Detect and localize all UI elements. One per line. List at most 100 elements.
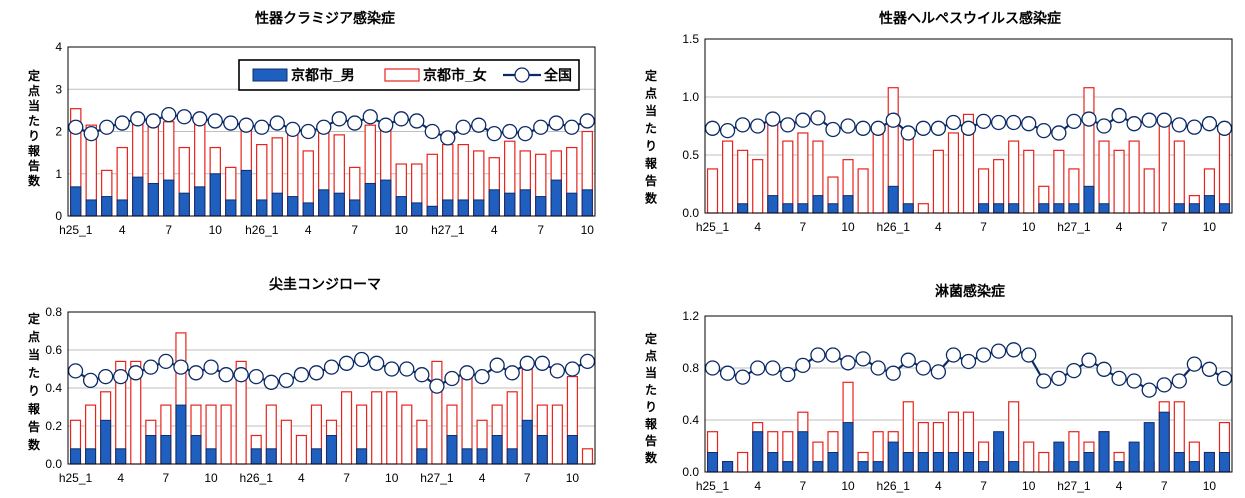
y-tick-label: 0 [55, 209, 62, 223]
point-national [1186, 356, 1203, 372]
point-national [471, 117, 487, 133]
bar-male [519, 189, 531, 217]
point-national [780, 117, 796, 133]
x-tick-label: h25_1 [59, 471, 93, 485]
point-national [218, 367, 234, 383]
bar-male [842, 195, 854, 214]
bar-male [782, 461, 794, 473]
bar-male [1008, 461, 1020, 473]
y-tick-label: 1.0 [682, 90, 699, 104]
x-tick-label: 4 [754, 479, 761, 493]
legend-label-male: 京都市_男 [291, 67, 355, 83]
x-tick-label: 4 [491, 223, 498, 237]
point-national [1081, 111, 1097, 127]
bar-male [175, 404, 187, 465]
bar-male [476, 448, 488, 465]
y-tick-label: 0.0 [682, 206, 699, 220]
point-national [990, 343, 1007, 359]
point-national [1216, 370, 1233, 387]
point-national [323, 359, 340, 375]
bar-male [473, 199, 485, 217]
bar-male [147, 182, 159, 217]
point-national [534, 355, 550, 371]
y-axis-label-char: た [28, 366, 40, 380]
bar-male [767, 195, 779, 214]
point-national [67, 363, 84, 379]
x-tick-label: 10 [841, 220, 855, 234]
bar-male [271, 192, 283, 217]
point-national [1141, 112, 1157, 128]
bar-male [1203, 195, 1215, 214]
bar-male [1219, 203, 1230, 214]
bar-male [521, 419, 533, 465]
point-national [704, 360, 721, 376]
y-axis-label-char: り [645, 400, 657, 414]
bar-male [1203, 452, 1215, 473]
point-national [1021, 347, 1037, 363]
point-national [975, 347, 992, 363]
point-national [719, 365, 736, 381]
bar-male [349, 199, 361, 217]
y-axis-label-char: 告 [645, 173, 657, 188]
point-national [429, 378, 445, 394]
y-axis-label-char: た [645, 122, 657, 136]
bar-male [302, 202, 314, 217]
point-national [114, 115, 130, 131]
x-tick-label: 7 [1161, 220, 1168, 234]
point-national [1066, 362, 1082, 379]
bar-male [536, 435, 548, 465]
bar-male [70, 186, 82, 217]
point-national [128, 365, 144, 381]
plot-frame [67, 311, 596, 465]
y-axis-label-char: 点 [28, 83, 40, 98]
point-national [474, 368, 490, 385]
y-axis-label-char: 報 [645, 156, 658, 171]
bar-male [566, 435, 578, 465]
y-tick-label: 0.8 [682, 361, 699, 375]
point-national [915, 360, 931, 376]
bar-female [932, 149, 944, 214]
point-national [945, 114, 962, 131]
point-national [113, 368, 129, 385]
y-axis-label-char: た [645, 383, 657, 397]
x-tick-label: 10 [1203, 220, 1217, 234]
y-axis-label-char: 定 [645, 331, 657, 346]
x-tick-label: h25_1 [696, 220, 730, 234]
bar-male [812, 461, 824, 473]
bar-female [872, 132, 884, 214]
y-axis-label-char: 告 [28, 158, 40, 173]
bar-male [1068, 203, 1080, 214]
bar-male [797, 431, 809, 473]
point-national [440, 130, 456, 146]
y-tick-label: 0.0 [682, 465, 699, 479]
bar-male [178, 192, 190, 217]
bar-male [827, 203, 839, 214]
point-national [795, 112, 811, 128]
bar-male [101, 196, 113, 217]
y-axis-label-char: た [28, 114, 40, 128]
bar-male [902, 203, 914, 214]
bar-male [1219, 452, 1230, 473]
y-axis-label-char: 当 [28, 347, 40, 362]
x-tick-label: 10 [581, 223, 595, 237]
point-national [293, 367, 310, 383]
bar-male [1098, 203, 1110, 214]
point-national [399, 361, 415, 377]
point-national [750, 118, 766, 134]
bar-male [442, 199, 454, 217]
y-tick-label: 0.4 [45, 381, 62, 395]
point-national [158, 353, 174, 370]
bar-male [566, 192, 578, 217]
bar-male [737, 203, 749, 214]
bar-male [1188, 203, 1200, 214]
bar-male [782, 203, 794, 214]
point-national [1156, 112, 1172, 128]
x-tick-label: 7 [163, 471, 170, 485]
point-national [519, 355, 535, 371]
x-tick-label: 7 [524, 471, 531, 485]
bar-female [902, 132, 914, 214]
point-national [1156, 377, 1172, 393]
bar-male [457, 199, 469, 217]
bar-male [1083, 185, 1095, 214]
point-national [316, 119, 332, 135]
